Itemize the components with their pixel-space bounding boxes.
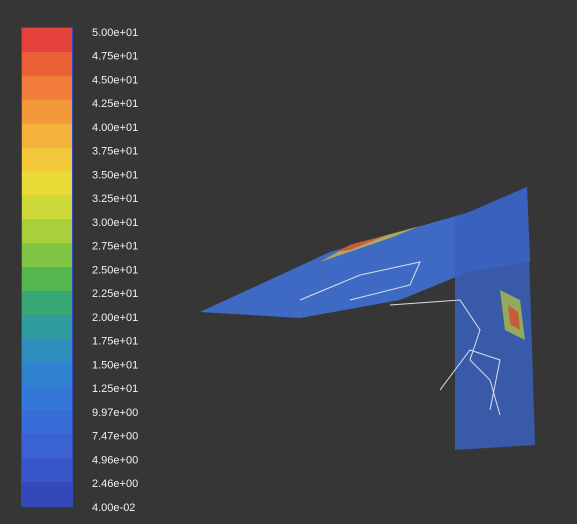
colorbar-band (22, 147, 72, 172)
edge-line (439, 349, 501, 411)
colorbar-label: 1.75e+01 (92, 336, 138, 348)
hot-spot (508, 305, 520, 330)
colorbar-band (22, 267, 72, 292)
colorbar-label: 4.00e+01 (92, 122, 138, 134)
colorbar-band (22, 362, 72, 387)
model (200, 187, 535, 450)
colorbar-band (22, 338, 72, 364)
vertical-panel (455, 187, 535, 450)
colorbar-label: 4.96e+00 (92, 454, 138, 466)
colorbar-label: 3.00e+01 (92, 217, 138, 229)
colorbar-band (22, 243, 72, 268)
hot-spot (335, 236, 385, 252)
colorbar-band (22, 28, 72, 53)
colorbar-label: 2.25e+01 (92, 288, 138, 300)
colorbar-band (22, 123, 72, 148)
colorbar-label: 5.00e+01 (92, 27, 138, 39)
colorbar-label: 4.25e+01 (92, 98, 138, 110)
wing-surface (200, 187, 530, 318)
edge-line (299, 261, 421, 301)
colorbar-band (22, 410, 72, 435)
colorbar-label: 2.75e+01 (92, 241, 138, 253)
colorbar-band (22, 458, 72, 483)
colorbar-label: 2.50e+01 (92, 264, 138, 276)
colorbar-band (22, 434, 72, 459)
colorbar-band (22, 51, 72, 77)
colorbar-band (22, 99, 72, 125)
colorbar-band (22, 75, 72, 101)
colorbar-band (22, 386, 72, 411)
colorbar-label: 2.46e+00 (92, 478, 138, 490)
edge-line (389, 299, 501, 416)
colorbar-label: 3.50e+01 (92, 169, 138, 181)
colorbar-label: 4.75e+01 (92, 51, 138, 63)
colorbar-label: 4.50e+01 (92, 74, 138, 86)
colorbar-band (22, 290, 72, 316)
colorbar-label: 1.50e+01 (92, 359, 138, 371)
colorbar-band (22, 482, 72, 507)
colorbar-label: 2.00e+01 (92, 312, 138, 324)
hot-spot (320, 226, 420, 262)
colorbar-label: 7.47e+00 (92, 431, 138, 443)
colorbar-band (22, 314, 72, 340)
colorbar-label: 3.75e+01 (92, 146, 138, 158)
colorbar-band (22, 171, 72, 196)
colorbar-label: 4.00e-02 (92, 502, 135, 514)
colorbar-band (22, 195, 72, 220)
colorbar-label: 3.25e+01 (92, 193, 138, 205)
colorbar-label: 9.97e+00 (92, 407, 138, 419)
colorbar-band (22, 219, 72, 244)
colorbar-label: 1.25e+01 (92, 383, 138, 395)
